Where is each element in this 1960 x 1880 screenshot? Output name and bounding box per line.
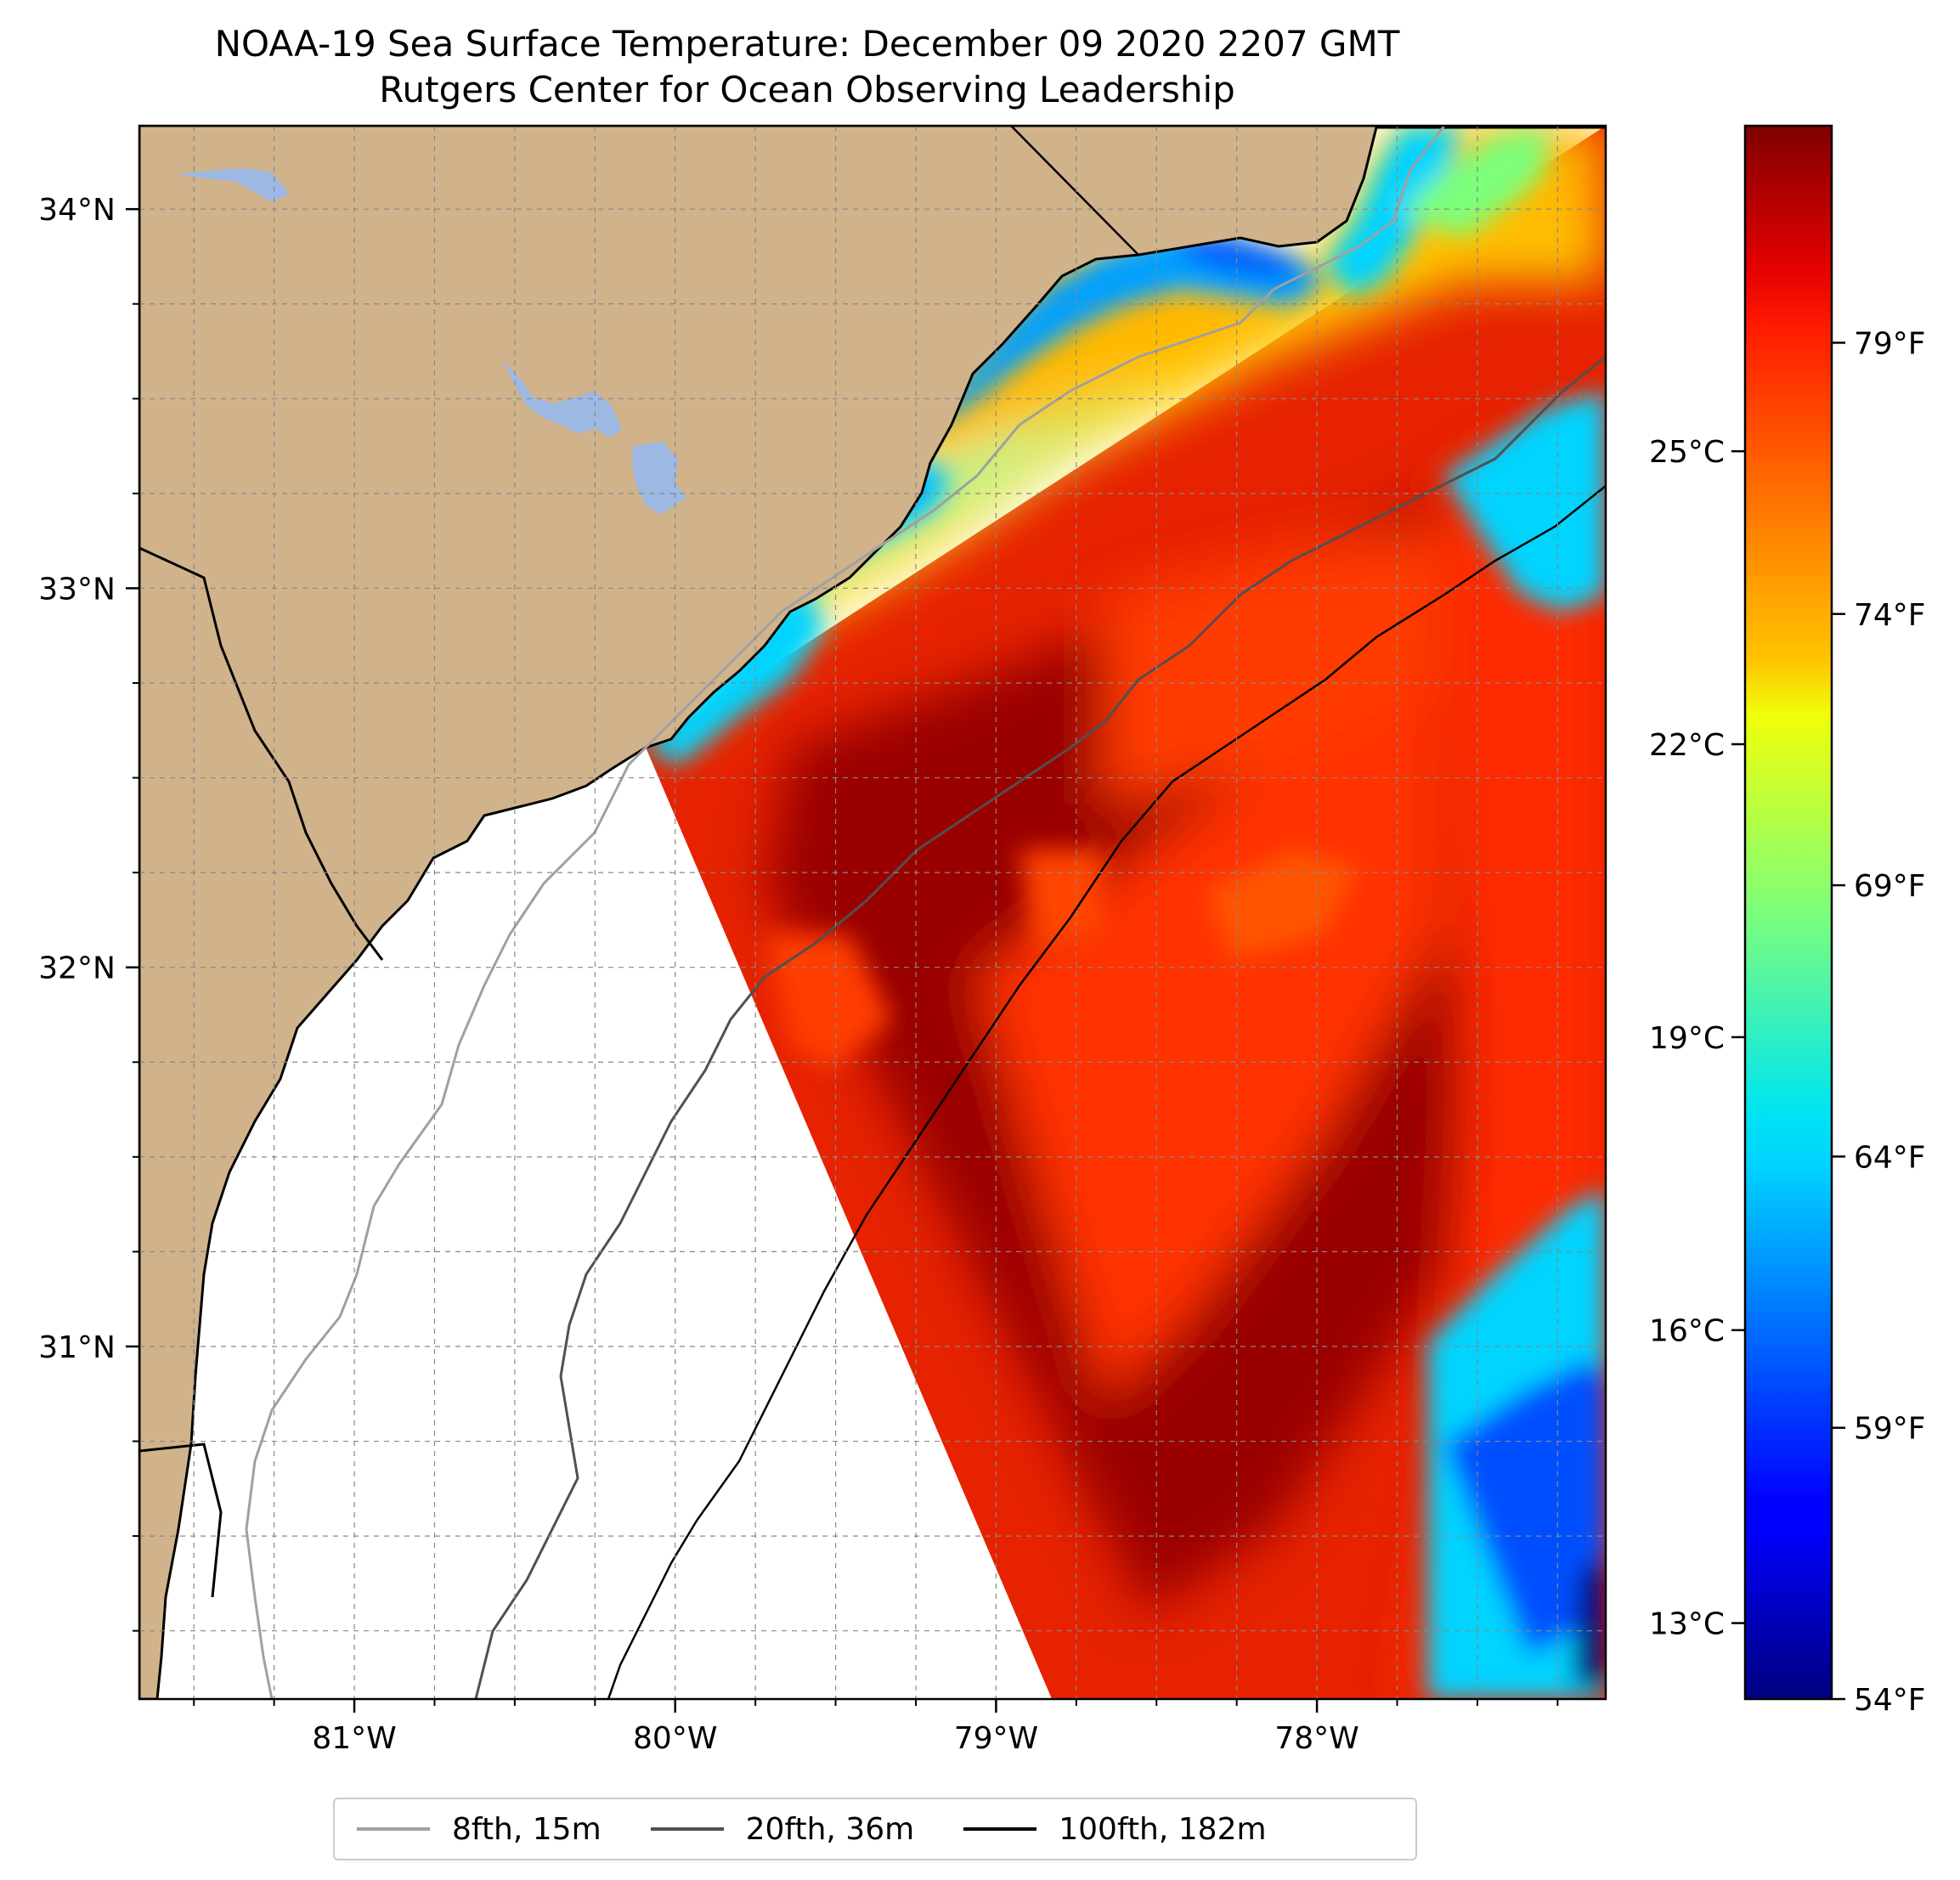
legend-item: 8fth, 15m [357,1812,602,1847]
latitude-axis: 34°N 33°N 32°N 31°N [38,193,139,1632]
legend-label: 20fth, 36m [745,1811,915,1847]
cbar-c-label: 22°C [1649,728,1725,763]
cbar-c-label: 25°C [1649,435,1725,470]
cbar-c-label: 16°C [1649,1314,1725,1349]
lon-tick-label: 79°W [954,1721,1038,1756]
colorbar: 79°F 74°F 69°F 64°F 59°F 54°F 25°C 22°C 19°C 16°… [1649,124,1926,1718]
lat-tick-label: 31°N [38,1330,116,1365]
legend-swatch [963,1827,1037,1831]
cbar-f-label: 64°F [1854,1140,1926,1175]
colorbar-celsius-ticks: 25°C 22°C 19°C 16°C 13°C [1649,435,1745,1642]
contour-legend: 8fth, 15m 20fth, 36m 100fth, 182m [333,1798,1417,1860]
legend-swatch [357,1827,430,1831]
chart-subtitle: Rutgers Center for Ocean Observing Leade… [379,69,1235,110]
lon-tick-label: 81°W [312,1721,396,1756]
lat-tick-label: 34°N [38,193,116,228]
cbar-c-label: 19°C [1649,1021,1725,1056]
contour-8fth [245,126,1446,1699]
colorbar-fahrenheit-ticks: 79°F 74°F 69°F 64°F 59°F 54°F [1832,326,1926,1718]
sst-swath [139,126,1606,1699]
cbar-f-label: 54°F [1854,1683,1926,1718]
lakes [178,168,686,514]
cbar-f-label: 59°F [1854,1412,1926,1447]
depth-contours [245,126,1606,1699]
land-mass [139,126,1606,1699]
lon-tick-label: 80°W [633,1721,717,1756]
cbar-c-label: 13°C [1649,1607,1725,1642]
map-frame [138,124,1607,1701]
cbar-f-label: 74°F [1854,598,1926,633]
lat-tick-label: 33°N [38,572,116,607]
cbar-f-label: 69°F [1854,869,1926,904]
legend-item: 20fth, 36m [650,1811,915,1847]
chart-title: NOAA-19 Sea Surface Temperature: Decembe… [214,23,1400,65]
lat-tick-label: 32°N [38,951,116,986]
longitude-axis: 81°W 80°W 79°W 78°W [193,1699,1559,1756]
contour-100fth [607,485,1606,1699]
legend-item: 100fth, 182m [963,1811,1267,1847]
legend-swatch [650,1827,724,1831]
colorbar-gradient [1743,124,1833,1701]
cbar-f-label: 79°F [1854,326,1926,361]
lon-tick-label: 78°W [1274,1721,1358,1756]
contour-20fth [474,355,1606,1699]
map-panel [139,126,1606,1699]
legend-label: 100fth, 182m [1059,1811,1267,1847]
legend-label: 8fth, 15m [452,1811,602,1847]
gridlines [139,126,1606,1699]
